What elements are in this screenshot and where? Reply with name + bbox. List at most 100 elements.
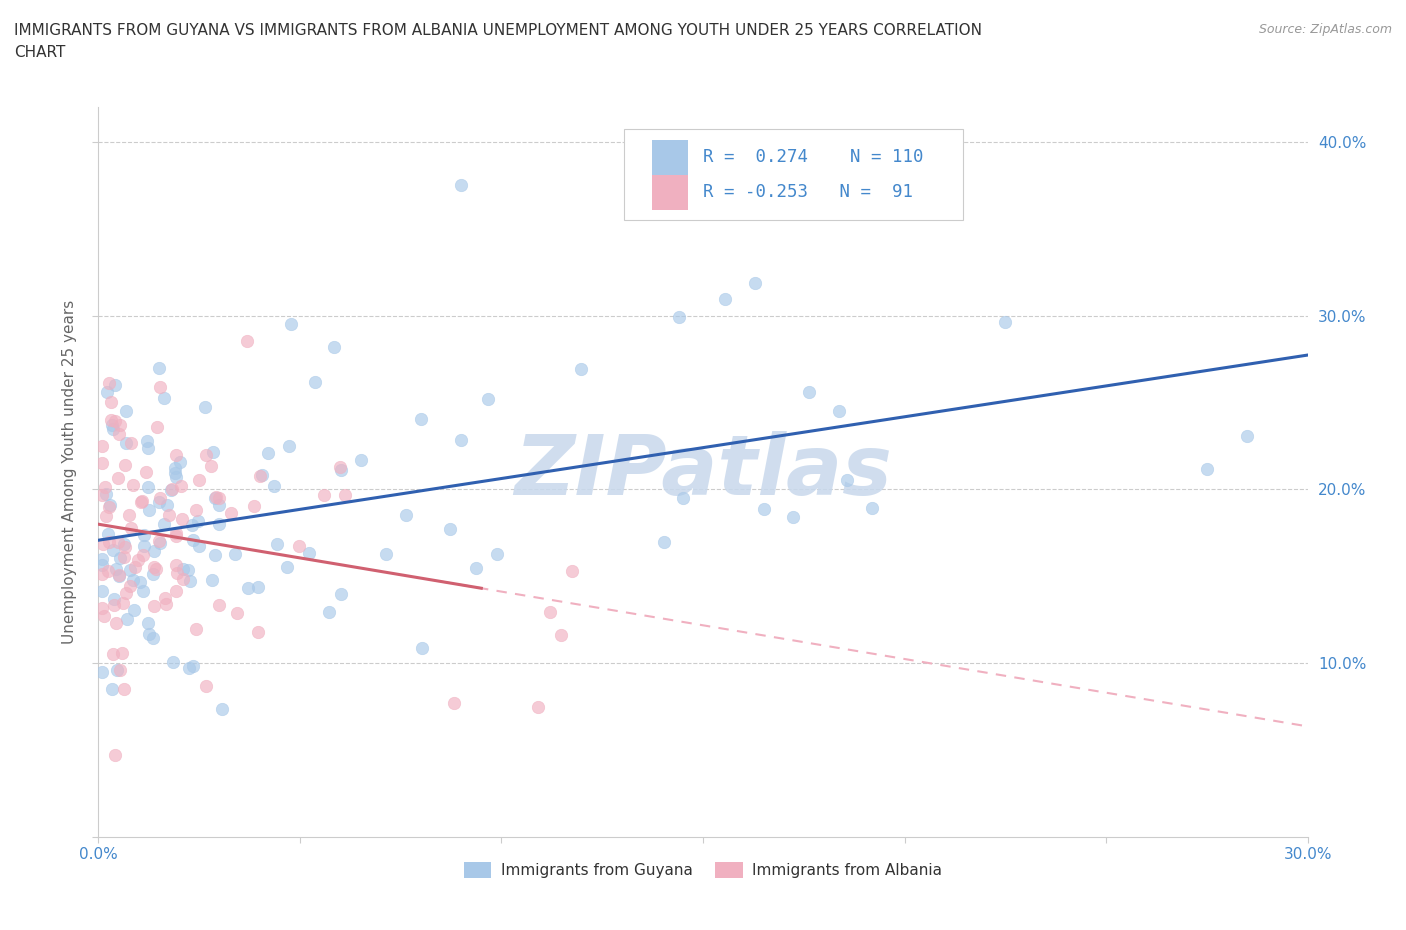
Point xyxy=(249,468,271,483)
Point xyxy=(799,385,821,400)
Point xyxy=(169,479,191,494)
Point xyxy=(91,438,114,453)
Point xyxy=(195,447,218,462)
Point xyxy=(94,480,117,495)
Point xyxy=(219,506,242,521)
Point xyxy=(132,548,155,563)
Point xyxy=(91,551,114,566)
Point xyxy=(204,490,226,505)
Point xyxy=(526,699,548,714)
Point xyxy=(188,472,211,487)
Point xyxy=(162,655,184,670)
Point xyxy=(110,418,132,432)
Point xyxy=(312,487,335,502)
Point xyxy=(450,178,472,193)
Point xyxy=(172,562,194,577)
Point xyxy=(165,557,187,572)
Point xyxy=(179,574,201,589)
Point xyxy=(165,525,187,540)
Point xyxy=(318,604,340,619)
Point xyxy=(172,571,194,586)
Point xyxy=(250,467,273,482)
Point xyxy=(121,477,143,492)
Point xyxy=(550,628,572,643)
Point xyxy=(323,339,346,354)
Point xyxy=(187,513,209,528)
Point xyxy=(288,538,311,553)
Point xyxy=(153,591,176,605)
Point xyxy=(180,517,202,532)
Point xyxy=(103,597,125,612)
Point xyxy=(142,560,165,575)
Point xyxy=(104,414,127,429)
Point xyxy=(835,473,858,488)
Point xyxy=(107,534,129,549)
Point xyxy=(744,275,766,290)
Point xyxy=(91,557,114,572)
Point xyxy=(110,662,132,677)
Point xyxy=(329,462,352,477)
Point xyxy=(860,500,883,515)
Point xyxy=(165,460,187,475)
Point xyxy=(304,375,326,390)
Point xyxy=(114,458,136,472)
Point xyxy=(155,596,177,611)
Point xyxy=(411,641,433,656)
Point xyxy=(142,544,165,559)
Point xyxy=(156,498,179,512)
Point xyxy=(148,360,170,375)
Point xyxy=(149,536,172,551)
Point xyxy=(104,747,127,762)
Point xyxy=(101,646,124,661)
Point xyxy=(443,696,465,711)
Point xyxy=(204,548,226,563)
Point xyxy=(136,480,159,495)
Text: CHART: CHART xyxy=(14,45,66,60)
Point xyxy=(166,566,188,581)
Point xyxy=(148,534,170,549)
Point xyxy=(94,486,117,501)
Point xyxy=(138,502,160,517)
Y-axis label: Unemployment Among Youth under 25 years: Unemployment Among Youth under 25 years xyxy=(62,299,77,644)
Point xyxy=(165,583,187,598)
Point xyxy=(148,495,170,510)
Point xyxy=(91,456,114,471)
Point xyxy=(485,547,508,562)
Point xyxy=(179,661,201,676)
Point xyxy=(124,560,146,575)
Point xyxy=(201,573,224,588)
Point xyxy=(120,521,142,536)
Point xyxy=(91,601,114,616)
Point xyxy=(97,376,120,391)
Text: ZIPatlas: ZIPatlas xyxy=(515,432,891,512)
Point xyxy=(153,391,176,405)
Point xyxy=(107,471,129,485)
Point xyxy=(994,314,1017,329)
Point xyxy=(103,591,125,606)
Point xyxy=(246,579,269,594)
Point xyxy=(142,631,165,645)
Point xyxy=(112,681,135,696)
Point xyxy=(145,562,167,577)
Point xyxy=(101,421,124,436)
Point xyxy=(828,404,851,418)
Point xyxy=(91,665,114,680)
Point xyxy=(107,568,129,583)
Point xyxy=(165,470,187,485)
Point xyxy=(257,445,280,460)
Point xyxy=(91,583,114,598)
Point xyxy=(205,490,228,505)
Point xyxy=(172,512,194,526)
Point xyxy=(160,482,183,497)
Point xyxy=(263,479,285,494)
Point xyxy=(132,584,155,599)
FancyBboxPatch shape xyxy=(652,175,689,210)
Point xyxy=(91,487,114,502)
Point xyxy=(108,567,131,582)
Point xyxy=(374,546,396,561)
Point xyxy=(181,658,204,673)
Text: IMMIGRANTS FROM GUYANA VS IMMIGRANTS FROM ALBANIA UNEMPLOYMENT AMONG YOUTH UNDER: IMMIGRANTS FROM GUYANA VS IMMIGRANTS FRO… xyxy=(14,23,981,38)
Point xyxy=(160,483,183,498)
FancyBboxPatch shape xyxy=(624,129,963,220)
Point xyxy=(224,547,246,562)
